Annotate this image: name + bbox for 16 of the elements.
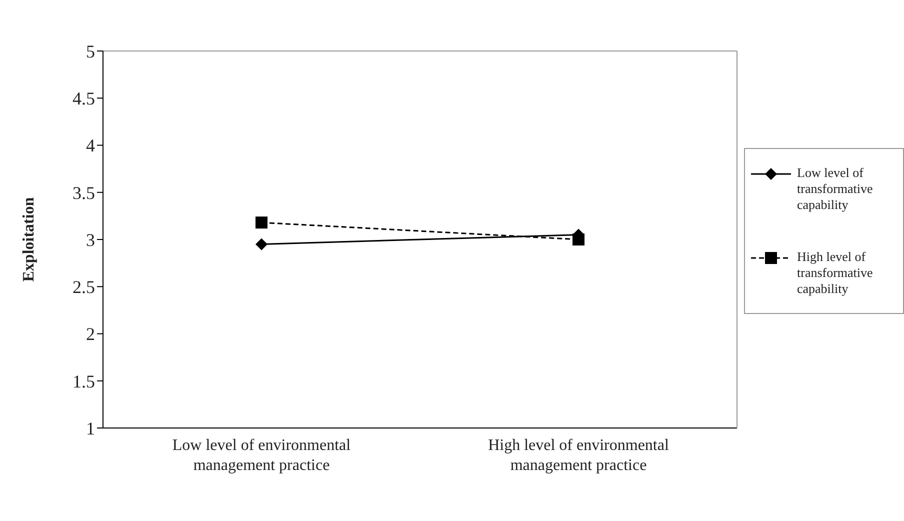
y-tick-label: 1.5 [72,371,95,392]
y-tick-label: 4.5 [72,88,95,109]
y-tick-label: 5 [86,41,95,62]
legend-label: High level of transformative capability [797,249,874,297]
y-tick-label: 1 [86,418,95,438]
y-tick-label: 2 [86,324,95,344]
legend-label: Low level of transformative capability [797,165,874,213]
y-tick-label: 2.5 [72,277,95,298]
y-tick-label: 3 [86,230,95,250]
y-axis-title: Exploitation [20,197,38,282]
point [256,216,268,229]
point [256,238,268,250]
x-tick-label: Low level of environmental management practice [172,437,352,474]
y-tick-label: 3.5 [72,182,95,203]
y-tick-label: 4 [86,136,95,156]
x-tick-label: High level of environmental management practice [488,437,670,474]
